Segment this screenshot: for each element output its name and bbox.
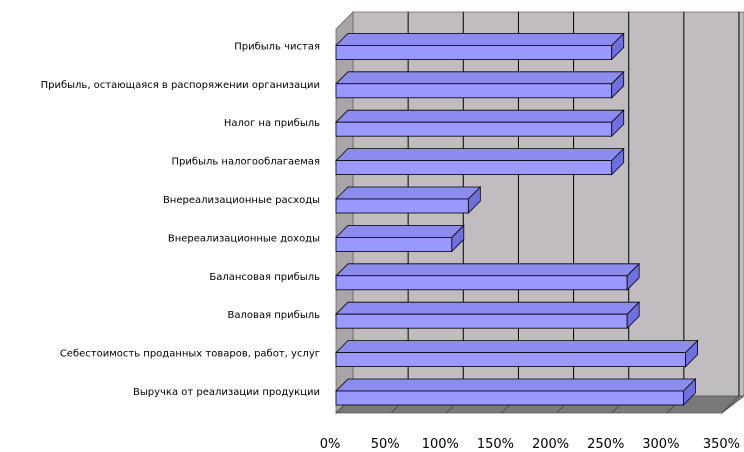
bar-side	[611, 147, 625, 176]
x-tick-label: 300%	[642, 437, 679, 452]
bar	[335, 70, 625, 99]
bar-top	[335, 186, 482, 200]
bar-side	[683, 378, 696, 406]
bar-face	[335, 313, 628, 329]
x-tick-label: 150%	[477, 437, 514, 452]
category-label: Себестоимость проданных товаров, работ, …	[60, 349, 320, 360]
bar-face	[335, 198, 469, 214]
category-labels: Выручка от реализации продукции Себестоим…	[41, 41, 320, 398]
bar-side	[611, 70, 625, 99]
category-label: Валовая прибыль	[228, 310, 321, 321]
bar-face	[335, 275, 628, 291]
x-tick-label: 50%	[371, 437, 400, 452]
bar-face	[335, 352, 687, 368]
bar-side	[685, 339, 699, 368]
bar-top	[335, 148, 625, 162]
bar-top	[335, 340, 699, 354]
bar-side	[467, 186, 481, 214]
bar	[335, 147, 625, 176]
bar	[335, 32, 625, 61]
bar	[335, 186, 482, 214]
x-tick-labels: 0% 50% 100% 150% 200% 250% 300% 350%	[320, 437, 740, 452]
bar-top	[335, 71, 625, 85]
bar	[335, 339, 699, 368]
bar	[335, 262, 641, 291]
bar-face	[335, 390, 684, 406]
category-label: Внереализационные расходы	[163, 195, 320, 206]
bar-face	[335, 160, 613, 176]
bar	[335, 109, 625, 138]
bar-top	[335, 301, 641, 315]
bar-face	[335, 83, 613, 99]
x-tick-label: 200%	[532, 437, 569, 452]
category-label: Прибыль налогооблагаемая	[172, 157, 320, 168]
category-label: Налог на прибыль	[224, 118, 320, 129]
bar-side	[611, 32, 625, 61]
x-tick-label: 100%	[422, 437, 459, 452]
category-label: Прибыль, остающаяся в распоряжении орган…	[41, 80, 320, 91]
bar-face	[335, 45, 613, 60]
category-label: Прибыль чистая	[234, 41, 320, 52]
x-tick-label: 0%	[320, 437, 341, 452]
bar-side	[451, 224, 465, 253]
bar-top	[335, 109, 625, 123]
bar-side	[626, 262, 640, 291]
category-label: Балансовая прибыль	[209, 272, 320, 283]
bar-face	[335, 236, 453, 252]
x-tick-label: 250%	[587, 437, 624, 452]
x-tick-label: 350%	[703, 437, 740, 452]
floor-gridline	[721, 395, 740, 414]
bar-side	[611, 109, 625, 138]
bar-top	[335, 224, 465, 238]
category-label: Выручка от реализации продукции	[133, 387, 320, 398]
bar-top	[335, 263, 641, 277]
bars	[335, 32, 699, 406]
bar-top	[335, 33, 625, 46]
category-label: Внереализационные доходы	[168, 233, 320, 244]
bar	[335, 301, 641, 330]
bar-top	[335, 378, 697, 392]
bar-side	[626, 301, 640, 330]
bar-face	[335, 121, 613, 137]
bar	[335, 224, 465, 253]
bar	[335, 378, 697, 406]
